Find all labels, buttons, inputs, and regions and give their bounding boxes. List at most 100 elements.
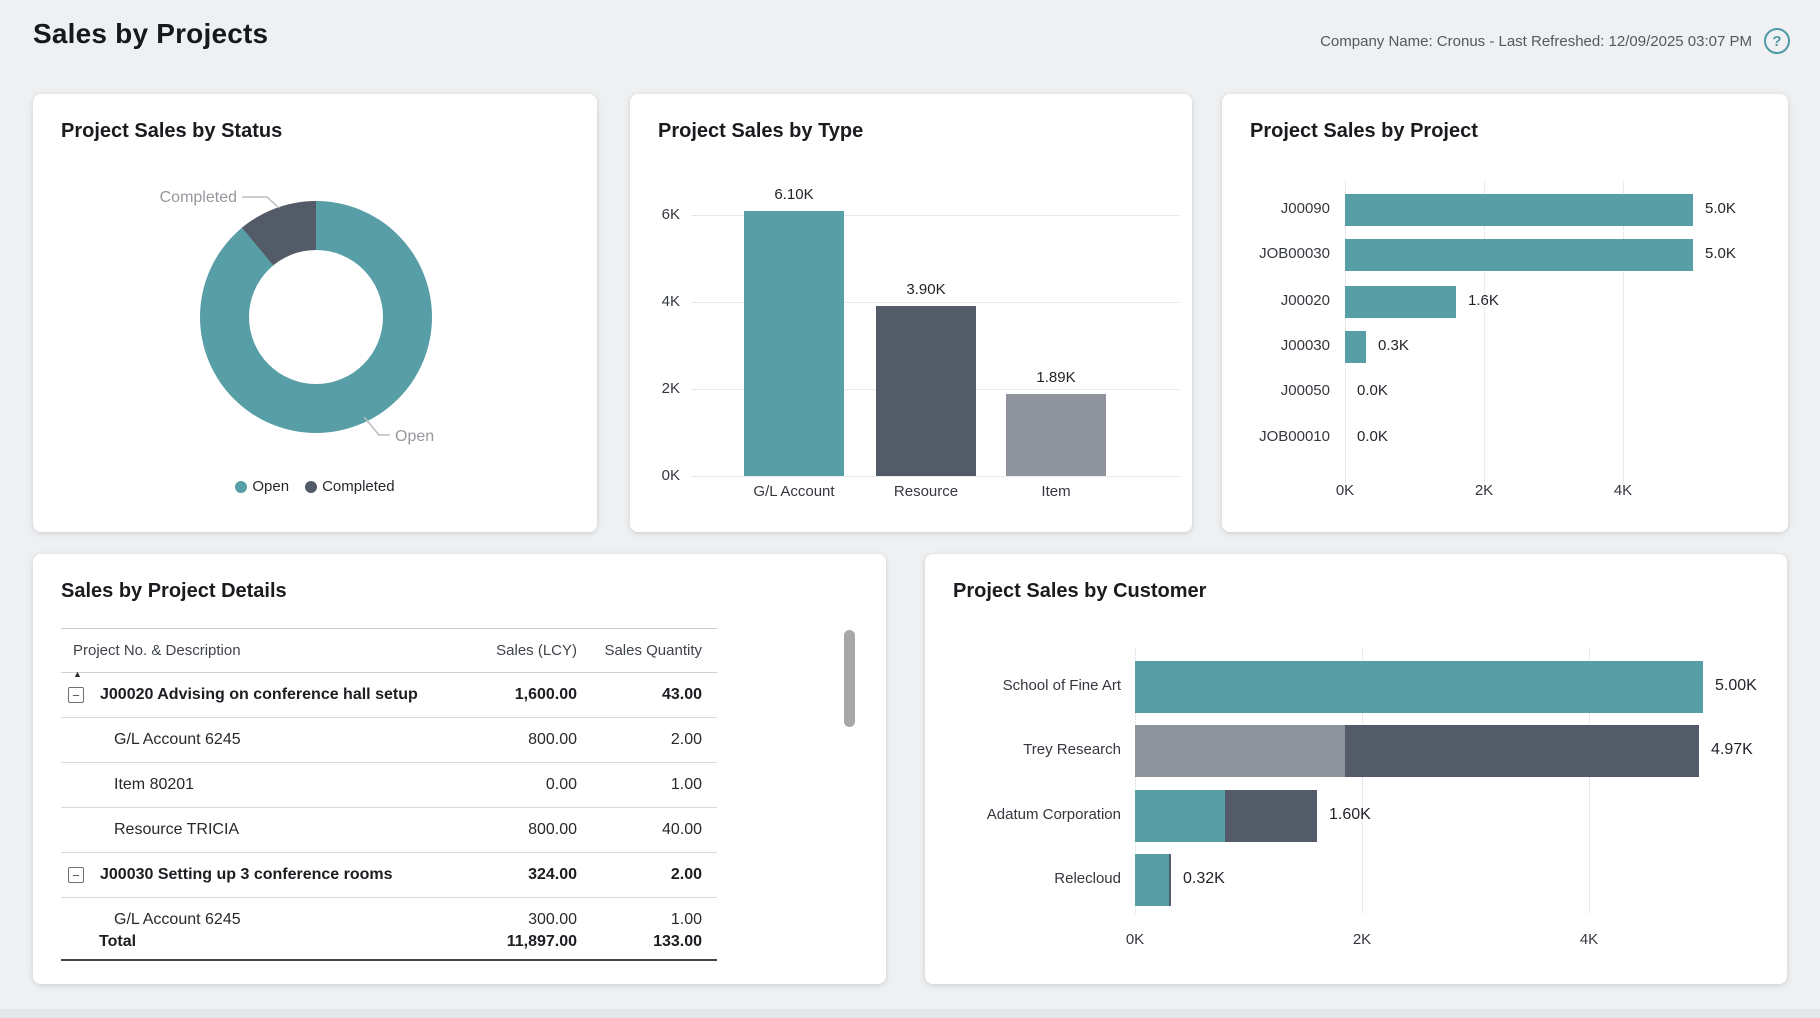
bar-value-label: 5.0K bbox=[1705, 200, 1736, 217]
bar-value-label: 1.89K bbox=[1036, 369, 1076, 386]
legend-item-completed[interactable]: Completed bbox=[305, 478, 395, 495]
bar-segment-school-of-fine-art[interactable] bbox=[1135, 661, 1703, 713]
description-text: Item 80201 bbox=[114, 776, 195, 793]
bar-value-label: 4.97K bbox=[1711, 741, 1753, 758]
x-axis-tick: 2K bbox=[1352, 931, 1372, 948]
gridline-vertical bbox=[1484, 180, 1485, 487]
table-row-j00030-setting-up-3-conference-rooms[interactable]: − J00030 Setting up 3 conference rooms 324… bbox=[61, 853, 717, 898]
details-table-header: Project No. & Description ▲ Sales (LCY) … bbox=[61, 628, 717, 679]
page-title: Sales by Projects bbox=[33, 18, 269, 49]
details-card-title: Sales by Project Details bbox=[61, 580, 287, 602]
gridline-horizontal bbox=[692, 302, 1180, 303]
bar-value-label: 0.0K bbox=[1357, 382, 1388, 399]
bar-value-label: 0.0K bbox=[1357, 428, 1388, 445]
total-sales-quantity: 133.00 bbox=[653, 933, 702, 950]
project-chart: 0K 2K 4K J00090 5.0K JOB00030 5.0K J00020 1.6K J0… bbox=[1222, 94, 1788, 532]
gridline-vertical bbox=[1589, 649, 1590, 914]
gridline-horizontal bbox=[692, 215, 1180, 216]
donut-hole bbox=[249, 250, 383, 384]
bar-j00030[interactable] bbox=[1345, 331, 1366, 363]
cell-sales-lcy: 800.00 bbox=[528, 731, 577, 748]
x-axis-tick: 4K bbox=[1579, 931, 1599, 948]
cell-sales-lcy: 324.00 bbox=[528, 866, 577, 883]
gridline-vertical bbox=[1623, 180, 1624, 487]
details-table-body: − J00020 Advising on conference hall setu… bbox=[61, 673, 717, 925]
cell-description: Item 80201 bbox=[61, 776, 457, 794]
bar-g-l-account[interactable] bbox=[744, 211, 844, 476]
legend-dot-open bbox=[235, 480, 248, 493]
total-sales-lcy: 11,897.00 bbox=[506, 933, 577, 950]
bar-segment-relecloud[interactable] bbox=[1169, 854, 1171, 906]
bar-value-label: 1.6K bbox=[1468, 292, 1499, 309]
bar-resource[interactable] bbox=[876, 306, 976, 476]
help-icon[interactable]: ? bbox=[1764, 28, 1790, 54]
column-header-sales-lcy[interactable]: Sales (LCY) bbox=[496, 642, 577, 659]
legend-item-open[interactable]: Open bbox=[235, 478, 289, 495]
customer-chart: 0K 2K 4K School of Fine Art 5.00K Trey Resear… bbox=[925, 554, 1787, 984]
y-axis-tick: 4K bbox=[661, 293, 680, 310]
y-axis-category-label: JOB00010 bbox=[1259, 428, 1330, 445]
cell-sales-lcy: 0.00 bbox=[545, 776, 577, 793]
cell-description: G/L Account 6245 bbox=[61, 731, 457, 749]
cell-sales-quantity: 1.00 bbox=[670, 911, 702, 925]
table-row-g-l-account-6245[interactable]: G/L Account 6245 300.00 1.00 bbox=[61, 898, 717, 925]
bar-value-label: 6.10K bbox=[774, 186, 814, 203]
y-axis-category-label: School of Fine Art bbox=[1002, 677, 1121, 694]
y-axis-category-label: J00030 bbox=[1280, 337, 1330, 354]
cell-sales-lcy: 800.00 bbox=[528, 821, 577, 838]
bar-value-label: 3.90K bbox=[906, 281, 946, 298]
column-header-description[interactable]: Project No. & Description ▲ bbox=[61, 642, 457, 679]
bar-value-label: 5.0K bbox=[1705, 245, 1736, 262]
cell-sales-quantity: 2.00 bbox=[670, 866, 702, 883]
legend-dot-completed bbox=[305, 480, 318, 493]
y-axis-category-label: Relecloud bbox=[1054, 870, 1121, 887]
cell-sales-quantity: 40.00 bbox=[661, 821, 702, 838]
y-axis-category-label: J00050 bbox=[1280, 382, 1330, 399]
description-text: J00020 Advising on conference hall setup bbox=[100, 686, 418, 703]
type-chart: 0K 2K 4K 6K 6.10K G/L Account 3.90K Resource 1.8… bbox=[630, 94, 1192, 532]
details-table: Project No. & Description ▲ Sales (LCY) … bbox=[61, 628, 717, 961]
bar-job00030[interactable] bbox=[1345, 239, 1693, 271]
bar-segment-trey-research[interactable] bbox=[1345, 725, 1699, 777]
bar-segment-relecloud[interactable] bbox=[1135, 854, 1169, 906]
card-sales-by-project-details: Sales by Project Details Project No. & D… bbox=[33, 554, 886, 984]
bar-item[interactable] bbox=[1006, 394, 1106, 476]
table-row-j00020-advising-on-conference-hall-setup[interactable]: − J00020 Advising on conference hall setu… bbox=[61, 673, 717, 718]
y-axis-category-label: JOB00030 bbox=[1259, 245, 1330, 262]
card-project-sales-by-customer: Project Sales by Customer 0K 2K 4K School o… bbox=[925, 554, 1787, 984]
column-header-description-label: Project No. & Description bbox=[73, 642, 241, 659]
description-text: Resource TRICIA bbox=[114, 821, 240, 838]
table-row-resource-tricia[interactable]: Resource TRICIA 800.00 40.00 bbox=[61, 808, 717, 853]
details-total-row: Total 11,897.00 133.00 bbox=[61, 925, 717, 961]
callout-open-label: Open bbox=[395, 428, 435, 445]
bar-j00090[interactable] bbox=[1345, 194, 1693, 226]
bar-j00020[interactable] bbox=[1345, 286, 1456, 318]
cell-description: G/L Account 6245 bbox=[61, 911, 457, 925]
company-refresh-meta: Company Name: Cronus - Last Refreshed: 1… bbox=[1320, 32, 1752, 50]
x-axis-tick: 4K bbox=[1613, 482, 1633, 499]
table-row-item-80201[interactable]: Item 80201 0.00 1.00 bbox=[61, 763, 717, 808]
x-axis-tick: 2K bbox=[1474, 482, 1494, 499]
sort-ascending-icon: ▲ bbox=[73, 669, 82, 679]
cell-description: − J00030 Setting up 3 conference rooms bbox=[61, 866, 457, 884]
status-donut[interactable] bbox=[200, 201, 432, 433]
total-label: Total bbox=[99, 933, 137, 950]
details-scrollbar-thumb[interactable] bbox=[844, 630, 855, 727]
y-axis-tick: 2K bbox=[661, 380, 680, 397]
callout-completed-label: Completed bbox=[159, 189, 237, 206]
gridline-vertical bbox=[1362, 649, 1363, 914]
type-card-title: Project Sales by Type bbox=[658, 120, 864, 142]
description-text: G/L Account 6245 bbox=[114, 911, 241, 925]
bar-segment-trey-research[interactable] bbox=[1135, 725, 1345, 777]
card-project-sales-by-status: Project Sales by Status Completed Open O… bbox=[33, 94, 597, 532]
table-row-g-l-account-6245[interactable]: G/L Account 6245 800.00 2.00 bbox=[61, 718, 717, 763]
bar-segment-adatum-corporation[interactable] bbox=[1225, 790, 1317, 842]
description-text: G/L Account 6245 bbox=[114, 731, 241, 748]
column-header-sales-quantity[interactable]: Sales Quantity bbox=[604, 642, 702, 659]
card-project-sales-by-type: Project Sales by Type 0K 2K 4K 6K 6.10K G/L A… bbox=[630, 94, 1192, 532]
collapse-row-button[interactable]: − bbox=[68, 687, 84, 703]
bar-segment-adatum-corporation[interactable] bbox=[1135, 790, 1225, 842]
y-axis-category-label: J00020 bbox=[1280, 292, 1330, 309]
page-bottom-strip bbox=[0, 1009, 1820, 1018]
collapse-row-button[interactable]: − bbox=[68, 867, 84, 883]
